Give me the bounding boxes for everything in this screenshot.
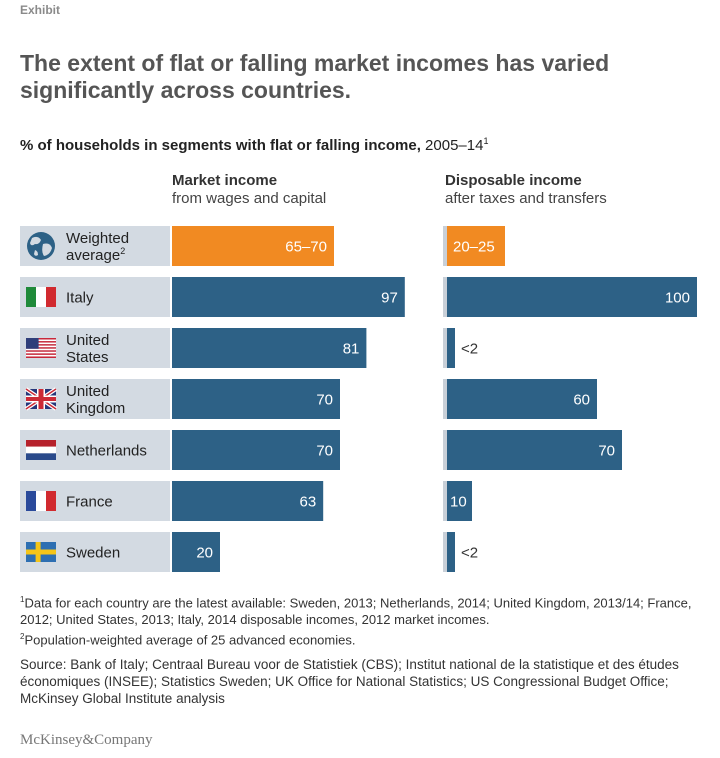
france-flag-icon <box>26 491 56 511</box>
disposable-baseline <box>443 226 447 266</box>
disposable-baseline <box>443 328 447 368</box>
row-label-line-1: Weighted <box>66 230 129 247</box>
netherlands-flag-icon <box>26 440 56 460</box>
disposable-income-value-label: 100 <box>665 290 690 307</box>
row-label-line-1: United <box>66 332 109 349</box>
disposable-baseline <box>443 481 447 521</box>
market-income-header: Market income from wages and capital <box>172 172 326 208</box>
chart-subtitle: % of households in segments with flat or… <box>20 136 488 154</box>
market-income-bar <box>172 532 220 572</box>
row-label-line-2: Kingdom <box>66 400 125 417</box>
disposable-income-bar <box>447 226 505 266</box>
disposable-income-value-label: <2 <box>461 545 478 562</box>
row-label-line-1: Netherlands <box>66 443 147 460</box>
row-label-line-2: average2 <box>66 246 125 264</box>
row-label-line-1: France <box>66 494 113 511</box>
disposable-baseline <box>443 379 447 419</box>
globe-icon <box>27 232 55 260</box>
disposable-income-value-label: <2 <box>461 341 478 358</box>
row-label-line-1: Italy <box>66 290 94 307</box>
disposable-income-value-label: 10 <box>450 494 467 511</box>
market-income-value-label: 65–70 <box>285 239 327 256</box>
subtitle-footnote-marker: 1 <box>483 136 489 146</box>
disposable-income-bar <box>447 430 622 470</box>
brand-logo: McKinsey&Company <box>20 732 153 748</box>
chart-title: The extent of flat or falling market inc… <box>20 50 610 103</box>
disposable-income-value-label: 70 <box>598 443 615 460</box>
market-income-value-label: 70 <box>316 392 333 409</box>
sweden-flag-icon <box>26 542 56 562</box>
footnotes: 1Data for each country are the latest av… <box>20 591 710 649</box>
market-income-value-label: 20 <box>196 545 213 562</box>
footnote-2: 2Population-weighted average of 25 advan… <box>20 628 710 648</box>
market-income-bar <box>172 328 367 368</box>
row-label-line-1: Sweden <box>66 545 120 562</box>
market-income-subheading: from wages and capital <box>172 190 327 207</box>
subtitle-years: 2005–14 <box>420 137 484 154</box>
us-flag-icon <box>26 338 56 358</box>
market-income-value-label: 97 <box>381 290 398 307</box>
row-label-line-2: States <box>66 349 109 366</box>
disposable-income-heading: Disposable income <box>445 172 582 189</box>
market-income-bar <box>172 430 340 470</box>
disposable-income-bar <box>447 481 472 521</box>
market-income-heading: Market income <box>172 172 278 189</box>
market-income-bar <box>172 379 340 419</box>
market-income-bar <box>172 226 334 266</box>
disposable-income-value-label: 60 <box>573 392 590 409</box>
disposable-income-bar <box>447 277 697 317</box>
disposable-income-bar <box>447 532 455 572</box>
italy-flag-icon <box>26 287 56 307</box>
market-income-value-label: 63 <box>300 494 317 511</box>
disposable-income-bar <box>447 328 455 368</box>
market-income-value-label: 70 <box>316 443 333 460</box>
disposable-baseline <box>443 430 447 470</box>
market-income-bar <box>172 481 324 521</box>
exhibit-label: Exhibit <box>20 3 61 17</box>
footnote-1: 1Data for each country are the latest av… <box>20 591 710 628</box>
disposable-baseline <box>443 277 447 317</box>
subtitle-bold: % of households in segments with flat or… <box>20 137 421 154</box>
footnote-2-marker: 2 <box>20 632 25 642</box>
disposable-income-subheading: after taxes and transfers <box>445 190 607 207</box>
uk-flag-icon <box>24 387 58 411</box>
disposable-baseline <box>443 532 447 572</box>
disposable-income-bar <box>447 379 597 419</box>
market-income-value-label: 81 <box>343 341 360 358</box>
market-income-bar <box>172 277 405 317</box>
footnote-2-text: Population-weighted average of 25 advanc… <box>24 632 356 648</box>
source-note: Source: Bank of Italy; Centraal Bureau v… <box>20 657 679 706</box>
disposable-income-value-label: 20–25 <box>453 239 495 256</box>
footnote-1-marker: 1 <box>20 595 25 604</box>
disposable-income-header: Disposable income after taxes and transf… <box>445 172 607 208</box>
row-label-line-1: United <box>66 383 109 400</box>
footnote-1-text: Data for each country are the latest ava… <box>20 595 692 628</box>
